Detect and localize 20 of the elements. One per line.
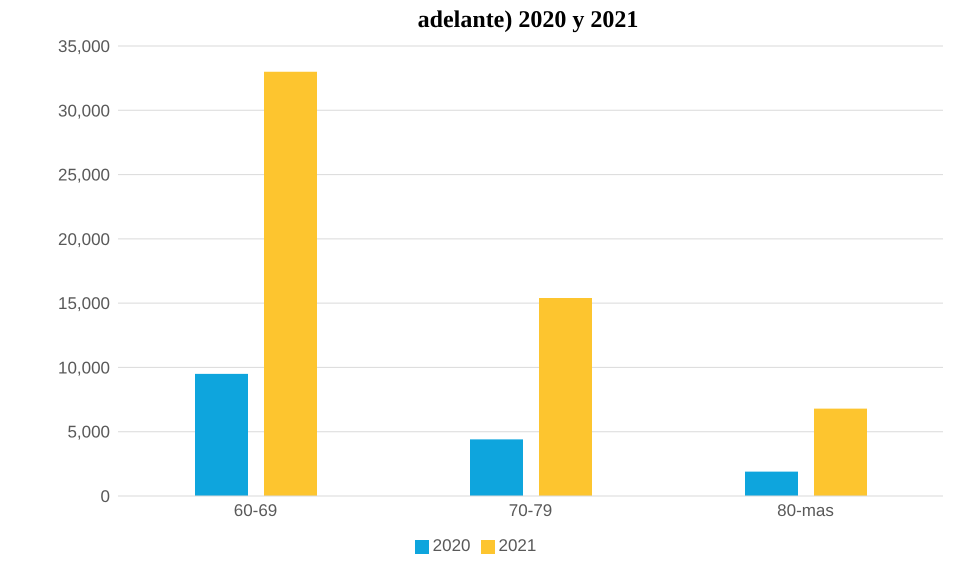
y-tick-label: 10,000	[58, 358, 110, 378]
y-tick-label: 25,000	[58, 166, 110, 185]
y-tick-label: 0	[100, 487, 110, 506]
x-tick-label: 70-79	[508, 501, 552, 520]
legend-label: 2021	[498, 536, 536, 555]
y-tick-label: 30,000	[58, 101, 110, 120]
y-tick-label: 20,000	[58, 230, 110, 249]
chart-title: adelante) 2020 y 2021	[416, 7, 640, 33]
bar	[264, 72, 317, 496]
bar	[470, 439, 523, 496]
legend-label: 2020	[432, 536, 470, 555]
bar	[539, 298, 592, 496]
x-tick-label: 80-mas	[777, 501, 834, 520]
y-tick-label: 35,000	[58, 37, 110, 56]
bar	[195, 374, 248, 496]
bar	[814, 408, 867, 496]
y-tick-label: 15,000	[58, 294, 110, 314]
x-tick-label: 60-69	[234, 501, 278, 520]
bar	[745, 472, 798, 496]
y-tick-label: 5,000	[67, 422, 110, 442]
